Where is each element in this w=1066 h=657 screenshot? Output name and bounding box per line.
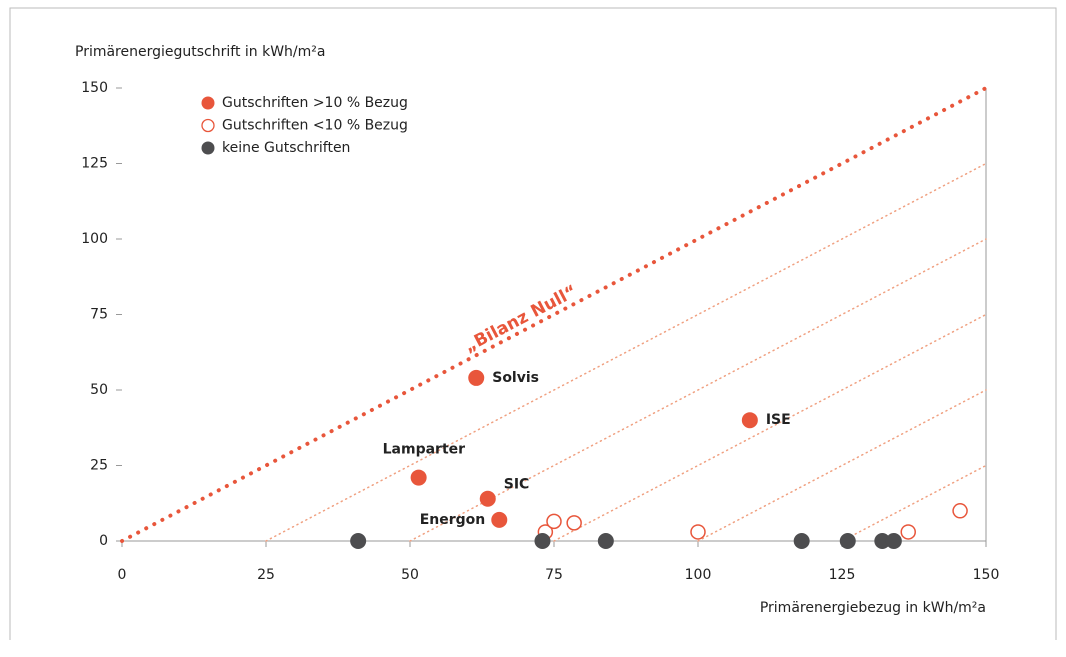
x-tick-label: 75 xyxy=(545,567,563,583)
point xyxy=(468,369,485,386)
legend-marker xyxy=(201,118,215,133)
point xyxy=(874,533,891,549)
y-axis-title: Primärenergiegutschrift in kWh/m²a xyxy=(75,44,325,60)
point xyxy=(741,412,758,429)
y-tick-label: 50 xyxy=(90,382,108,398)
frame xyxy=(9,7,1057,640)
point xyxy=(546,513,562,530)
legend-label: Gutschriften >10 % Bezug xyxy=(222,95,408,111)
point xyxy=(690,524,706,540)
y-tick-label: 125 xyxy=(81,156,108,172)
point xyxy=(479,490,496,507)
balance-label: „Bilanz Null“ xyxy=(461,281,580,356)
y-tick-label: 25 xyxy=(90,458,108,474)
legend-label: keine Gutschriften xyxy=(222,140,350,156)
y-tick-label: 150 xyxy=(81,80,108,96)
x-tick-label: 125 xyxy=(829,567,856,583)
point xyxy=(839,533,856,549)
diagonal-line xyxy=(265,162,987,542)
point-label: ISE xyxy=(766,412,791,428)
y-tick-label: 75 xyxy=(90,307,108,323)
y-tick-label: 100 xyxy=(81,231,108,247)
diagonal-line xyxy=(553,313,987,542)
x-tick-label: 25 xyxy=(257,567,275,583)
x-tick-label: 150 xyxy=(973,567,1000,583)
point xyxy=(350,533,367,549)
point xyxy=(491,511,508,528)
point xyxy=(566,515,582,531)
point xyxy=(534,533,551,549)
point xyxy=(793,533,810,549)
legend-marker xyxy=(201,141,215,155)
point xyxy=(885,533,902,549)
point xyxy=(952,503,968,519)
diagonal-line xyxy=(841,464,987,542)
point-label: Energon xyxy=(420,512,486,528)
x-axis-title: Primärenergiebezug in kWh/m²a xyxy=(760,600,986,616)
y-tick-label: 0 xyxy=(99,533,108,549)
diagonal-line xyxy=(697,389,987,542)
point xyxy=(900,524,916,540)
point xyxy=(410,469,427,486)
x-tick-label: 0 xyxy=(118,567,127,583)
legend-label: Gutschriften <10 % Bezug xyxy=(222,118,408,134)
x-tick-label: 100 xyxy=(685,567,712,583)
point-label: Lamparter xyxy=(383,442,466,458)
point-label: Solvis xyxy=(492,370,539,386)
diagonal-line xyxy=(409,238,987,542)
point xyxy=(597,533,614,549)
legend-marker xyxy=(201,96,215,110)
balance-line xyxy=(120,86,988,543)
point-label: SIC xyxy=(504,477,530,493)
x-tick-label: 50 xyxy=(401,567,419,583)
